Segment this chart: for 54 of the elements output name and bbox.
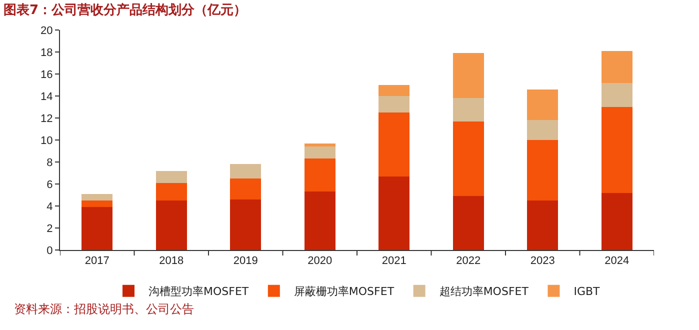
x-tick-label: 2018 <box>159 255 184 268</box>
y-tick-label: 2 <box>46 222 53 235</box>
bar <box>156 200 187 250</box>
bar <box>601 192 632 250</box>
bar <box>378 85 410 96</box>
bar <box>378 176 410 250</box>
bar <box>82 207 113 250</box>
y-tick-label: 6 <box>46 178 53 191</box>
bar <box>601 107 632 193</box>
y-tick-label: 12 <box>40 112 53 125</box>
bar <box>156 182 187 200</box>
x-tick-label: 2024 <box>604 255 630 268</box>
legend-label: 沟槽型功率MOSFET <box>148 285 249 298</box>
bar <box>304 192 336 250</box>
bar <box>378 112 410 176</box>
bar <box>230 164 262 178</box>
legend-label: 超结功率MOSFET <box>439 285 529 298</box>
bar <box>304 146 336 159</box>
legend-label: 屏蔽栅功率MOSFET <box>294 285 394 298</box>
bar <box>156 170 187 183</box>
legend-label: IGBT <box>574 285 600 298</box>
bar <box>527 200 558 250</box>
bar <box>230 199 262 250</box>
y-tick-label: 4 <box>46 200 53 213</box>
bar <box>601 50 632 83</box>
bar <box>527 140 558 200</box>
y-tick-label: 10 <box>40 134 53 147</box>
text: 资料来源：招股说明书、公司公告 <box>14 302 194 316</box>
bar <box>452 53 484 98</box>
y-tick-label: 0 <box>46 244 53 257</box>
y-tick-label: 8 <box>46 156 53 169</box>
bar <box>452 196 484 250</box>
y-tick-label: 18 <box>40 46 53 59</box>
bar <box>527 120 558 140</box>
x-tick-label: 2019 <box>233 255 258 268</box>
bar <box>230 178 262 200</box>
bar <box>452 98 484 122</box>
y-tick-label: 14 <box>40 90 53 103</box>
bar <box>378 96 410 112</box>
x-tick-label: 2021 <box>382 255 406 268</box>
y-tick-label: 16 <box>40 68 53 81</box>
chart-title: 图表7：公司营收分产品结构划分（亿元） <box>3 2 247 18</box>
bar <box>452 121 484 196</box>
bar <box>82 200 113 208</box>
bar <box>82 194 113 200</box>
y-tick-label: 20 <box>40 24 53 37</box>
x-tick-label: 2023 <box>530 255 555 268</box>
bar <box>304 158 336 192</box>
x-tick-label: 2022 <box>456 255 481 268</box>
x-tick-label: 2017 <box>84 255 110 268</box>
bar <box>601 82 632 107</box>
x-tick-label: 2020 <box>308 255 332 268</box>
bar <box>527 89 558 120</box>
bar <box>304 143 336 147</box>
